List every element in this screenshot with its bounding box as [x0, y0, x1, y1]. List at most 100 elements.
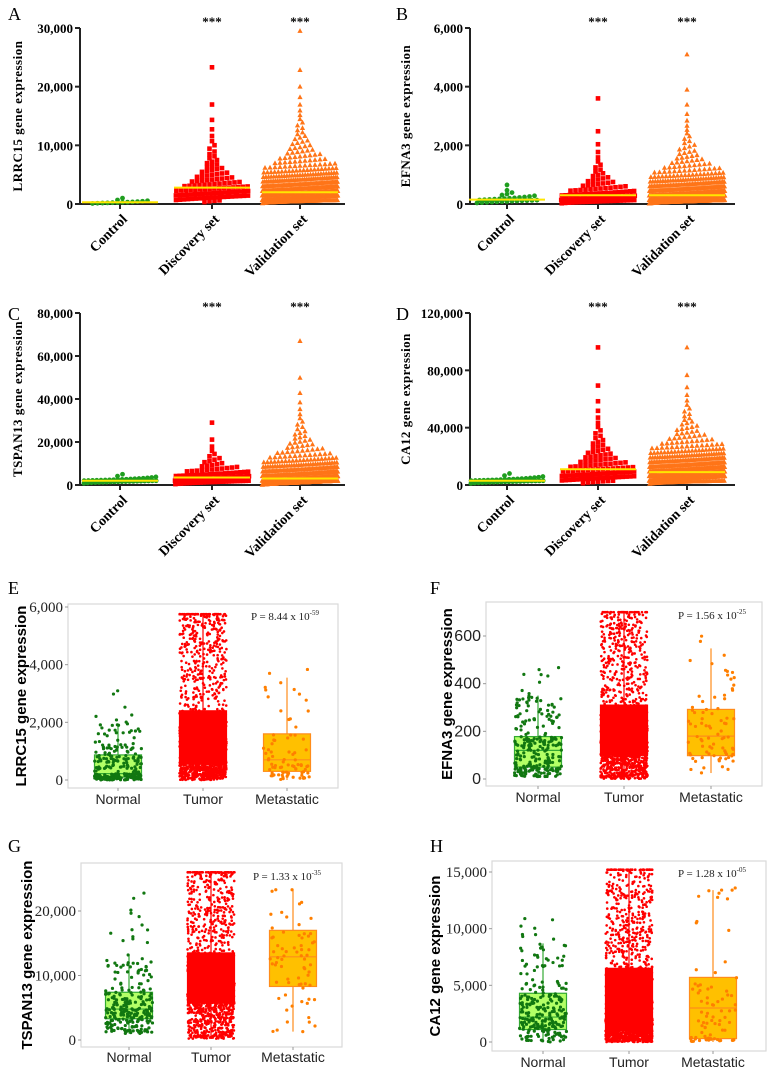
data-point	[223, 731, 227, 734]
data-point	[593, 458, 598, 463]
data-point	[292, 453, 298, 458]
data-point	[322, 166, 328, 171]
data-point	[699, 437, 705, 443]
data-point	[272, 454, 278, 460]
data-point	[222, 687, 225, 691]
data-point	[684, 154, 690, 159]
data-point	[684, 384, 690, 390]
data-point	[213, 711, 217, 714]
data-point	[699, 442, 705, 448]
data-point	[209, 102, 215, 107]
data-point	[234, 189, 239, 195]
x-tick-label: Validation set	[630, 493, 699, 562]
data-point	[585, 182, 591, 188]
data-point	[329, 165, 336, 171]
data-point	[620, 194, 625, 199]
data-point	[307, 157, 313, 163]
data-point	[102, 756, 106, 761]
data-point	[682, 172, 688, 178]
data-point	[139, 747, 143, 751]
data-point	[219, 681, 223, 685]
data-point	[97, 754, 101, 758]
data-point	[93, 759, 97, 763]
data-point	[709, 436, 715, 442]
data-point	[245, 184, 250, 189]
x-tick-label: Control	[87, 493, 131, 537]
data-point	[600, 198, 606, 204]
data-point	[182, 679, 186, 683]
data-point	[179, 686, 183, 689]
data-point	[605, 446, 611, 452]
y-axis-label: CA12 gene expression	[398, 333, 413, 465]
data-point	[697, 171, 703, 177]
data-point	[208, 730, 211, 734]
data-point	[212, 149, 217, 154]
data-point	[237, 179, 242, 185]
data-point	[225, 647, 228, 651]
data-point	[613, 460, 618, 466]
data-point	[197, 652, 201, 655]
group-points-control	[81, 471, 159, 486]
data-point	[684, 122, 690, 128]
data-point	[212, 451, 217, 457]
data-point	[600, 437, 606, 443]
data-point	[576, 199, 582, 205]
data-point	[123, 705, 127, 709]
data-point	[219, 676, 222, 679]
data-point	[701, 431, 708, 437]
data-point	[628, 188, 633, 194]
data-point	[580, 196, 586, 202]
data-point	[136, 757, 140, 761]
data-point	[684, 344, 690, 350]
data-point	[292, 145, 298, 151]
data-point	[686, 143, 693, 149]
data-point	[138, 777, 143, 781]
data-point	[192, 757, 196, 760]
data-point	[197, 187, 203, 192]
data-point	[317, 451, 323, 457]
data-point	[284, 150, 291, 156]
data-point	[223, 651, 226, 654]
data-point	[133, 752, 138, 756]
data-point	[187, 625, 190, 628]
data-point	[188, 673, 191, 677]
y-tick-label: 0	[457, 197, 464, 212]
data-point	[663, 173, 669, 179]
data-point	[209, 172, 215, 178]
data-point	[184, 690, 188, 693]
data-point	[219, 190, 224, 195]
data-point	[122, 757, 126, 761]
data-point	[194, 635, 198, 638]
data-point	[590, 479, 596, 485]
data-point	[130, 713, 134, 717]
group-points-control	[474, 182, 540, 206]
data-point	[307, 142, 313, 148]
data-point	[214, 645, 218, 648]
data-point	[216, 637, 220, 641]
p-value: P = 8.44 x 10-59	[251, 609, 320, 623]
data-point	[558, 197, 564, 203]
data-point	[282, 159, 288, 165]
data-point	[721, 183, 728, 189]
data-point	[109, 747, 113, 751]
data-point	[474, 200, 480, 206]
data-point	[105, 760, 109, 764]
data-point	[317, 151, 323, 157]
data-point	[190, 650, 193, 654]
data-point	[184, 719, 188, 723]
data-point	[684, 101, 690, 107]
data-point	[603, 185, 608, 191]
data-point	[122, 764, 126, 768]
y-tick-label: 40,000	[37, 392, 73, 407]
data-point	[294, 421, 301, 427]
data-point	[299, 125, 306, 130]
data-point	[712, 170, 719, 176]
y-axis-label: TSPAN13 gene expression	[10, 321, 25, 477]
data-point	[649, 445, 655, 451]
data-point	[286, 168, 292, 174]
data-point	[566, 200, 571, 206]
data-point	[212, 142, 217, 148]
data-point	[686, 162, 693, 168]
data-point	[212, 728, 216, 732]
data-point	[674, 172, 681, 178]
